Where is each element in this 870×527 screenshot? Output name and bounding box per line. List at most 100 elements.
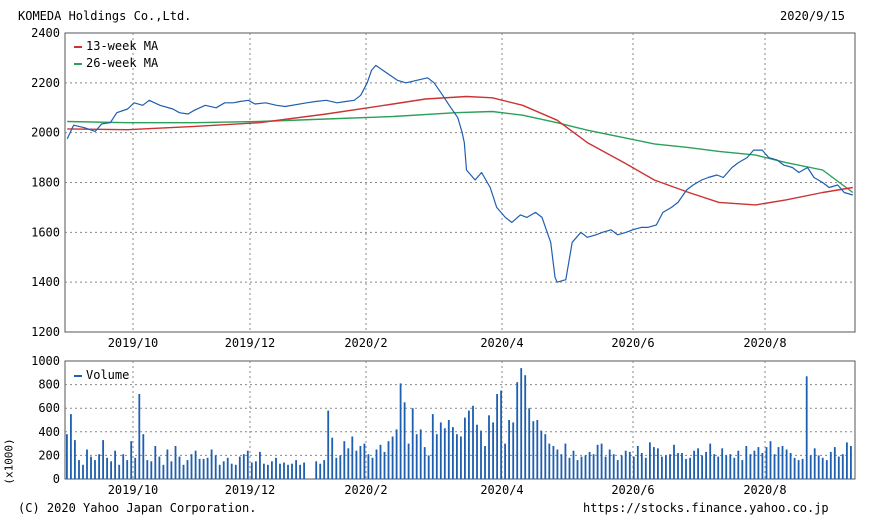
volume-bar — [484, 446, 486, 479]
volume-bar — [106, 457, 109, 479]
volume-bar — [439, 422, 442, 479]
volume-bar — [640, 453, 643, 479]
ma13-legend-label: 13-week MA — [86, 39, 159, 53]
volume-bar — [636, 446, 639, 479]
volume-series — [66, 368, 852, 479]
volume-bar — [833, 447, 836, 479]
price-ytick-label: 1600 — [31, 225, 60, 239]
volume-bar — [423, 447, 426, 479]
volume-bar — [198, 458, 201, 479]
volume-bar — [616, 460, 619, 479]
volume-bar — [210, 449, 213, 479]
volume-bar — [689, 457, 692, 479]
volume-bar — [596, 444, 599, 479]
volume-bar — [122, 454, 125, 479]
volume-bar — [431, 414, 434, 479]
volume-bar — [725, 455, 728, 479]
volume-bar — [146, 460, 149, 479]
volume-bar — [287, 464, 289, 479]
volume-unit-label: (x1000) — [2, 438, 16, 485]
volume-bar — [544, 434, 547, 479]
volume-bar — [447, 420, 450, 479]
volume-bar — [222, 461, 225, 479]
volume-bar — [592, 454, 595, 479]
volume-bar — [154, 446, 157, 479]
volume-bar — [230, 463, 233, 479]
ma26-legend-label: 26-week MA — [86, 56, 159, 70]
volume-bar — [427, 455, 430, 479]
volume-bar — [850, 446, 852, 479]
volume-bar — [246, 450, 249, 479]
volume-bar — [355, 450, 358, 479]
volume-xtick-label: 2020/2 — [344, 483, 387, 497]
volume-bar — [560, 454, 563, 479]
volume-bar — [588, 451, 591, 479]
volume-legend-swatch — [74, 374, 82, 377]
volume-bar — [70, 414, 72, 479]
volume-bar — [74, 440, 76, 479]
volume-bar — [158, 456, 161, 479]
volume-bar — [657, 448, 659, 479]
volume-bar — [620, 455, 623, 479]
price-xtick-label: 2020/2 — [344, 336, 387, 350]
volume-bar — [315, 461, 318, 479]
volume-bar — [271, 461, 273, 479]
volume-bar — [464, 417, 466, 479]
volume-bar — [644, 457, 647, 479]
volume-bar — [801, 458, 804, 479]
volume-bar — [110, 461, 113, 479]
volume-bar — [150, 461, 153, 479]
volume-bar — [319, 463, 322, 479]
volume-bar — [496, 394, 499, 479]
volume-bar — [825, 460, 828, 479]
volume-bar — [419, 429, 422, 479]
volume-bar — [343, 441, 346, 479]
volume-bar — [564, 443, 567, 479]
volume-bar — [709, 443, 712, 479]
copyright-text: (C) 2020 Yahoo Japan Corporation. — [18, 501, 257, 515]
volume-bar — [142, 434, 145, 479]
volume-bar — [809, 455, 812, 479]
volume-xtick-label: 2020/6 — [611, 483, 654, 497]
volume-bar — [379, 444, 382, 479]
price-xtick-label: 2019/10 — [108, 336, 159, 350]
volume-bar — [793, 457, 796, 479]
volume-bar — [363, 443, 366, 479]
volume-bar — [504, 443, 507, 479]
volume-bar — [556, 449, 559, 479]
volume-bar — [255, 461, 257, 479]
volume-bar — [218, 464, 221, 479]
volume-bar — [214, 455, 217, 479]
volume-ytick-label: 200 — [38, 448, 60, 462]
volume-bar — [568, 457, 571, 479]
volume-bar — [194, 450, 197, 479]
volume-bar — [608, 449, 611, 479]
volume-bar — [291, 463, 293, 479]
volume-bar — [375, 449, 378, 479]
ma13-line — [67, 95, 853, 206]
volume-bar — [460, 436, 462, 479]
volume-ytick-label: 800 — [38, 378, 60, 392]
volume-bar — [693, 450, 696, 479]
volume-bar — [669, 454, 671, 479]
volume-bar — [673, 444, 675, 479]
volume-bar — [584, 455, 587, 479]
volume-bar — [717, 456, 720, 479]
company-title: KOMEDA Holdings Co.,Ltd. — [18, 9, 192, 23]
volume-bar — [114, 450, 117, 479]
volume-bar — [548, 443, 551, 479]
price-ytick-label: 2400 — [31, 26, 60, 40]
legend-volume: Volume — [74, 368, 129, 382]
volume-bar — [500, 390, 503, 479]
volume-bar — [86, 449, 88, 479]
volume-bar — [339, 455, 342, 479]
volume-bar — [435, 434, 438, 479]
volume-bar — [773, 454, 776, 479]
volume-bar — [805, 376, 808, 479]
volume-bar — [283, 462, 285, 479]
volume-bar — [250, 462, 253, 479]
volume-bar — [540, 430, 543, 479]
volume-bar — [399, 383, 402, 479]
volume-ytick-label: 600 — [38, 401, 60, 415]
